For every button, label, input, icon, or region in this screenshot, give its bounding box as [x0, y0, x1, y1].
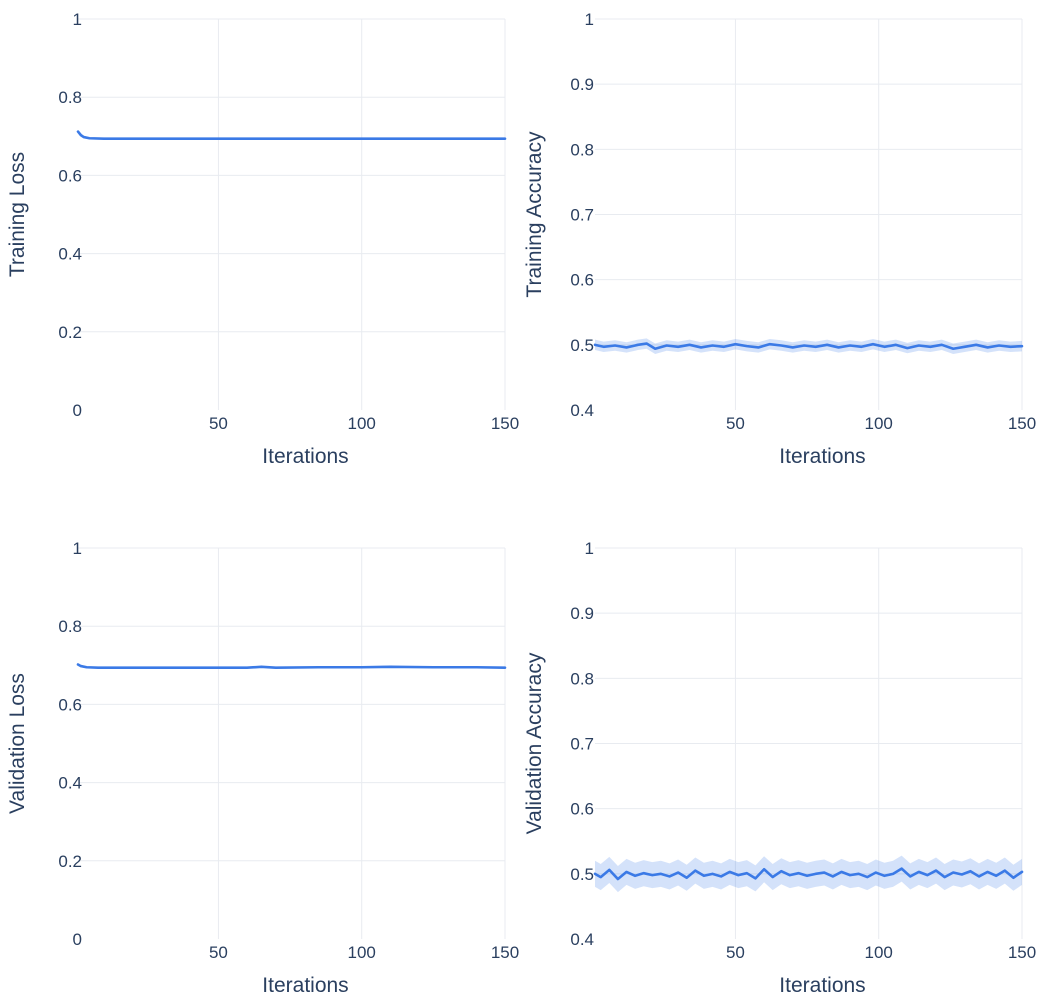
- y-tick-label: 1: [73, 10, 82, 29]
- x-tick-label: 100: [865, 943, 893, 962]
- y-tick-label: 0.7: [570, 735, 594, 754]
- x-tick-label: 150: [491, 943, 519, 962]
- y-tick-label: 0.2: [58, 323, 82, 342]
- y-tick-label: 0.9: [570, 75, 594, 94]
- x-tick-label: 50: [726, 414, 745, 433]
- y-tick-label: 0.2: [58, 852, 82, 871]
- y-tick-label: 0.6: [570, 800, 594, 819]
- y-tick-label: 0.8: [58, 88, 82, 107]
- y-tick-label: 0.5: [570, 865, 594, 884]
- series-line: [76, 130, 507, 140]
- y-tick-label: 0.4: [58, 774, 82, 793]
- x-tick-label: 50: [726, 943, 745, 962]
- x-axis-title: Iterations: [262, 445, 348, 468]
- confidence-band: [595, 855, 1022, 893]
- x-tick-label: 150: [1008, 414, 1036, 433]
- x-tick-label: 100: [865, 414, 893, 433]
- y-tick-label: 0.4: [58, 245, 82, 264]
- y-tick-label: 0.6: [58, 166, 82, 185]
- x-axis-title: Iterations: [779, 974, 865, 997]
- x-tick-label: 150: [491, 414, 519, 433]
- x-tick-label: 50: [209, 943, 228, 962]
- x-tick-label: 50: [209, 414, 228, 433]
- y-tick-label: 0: [73, 401, 82, 420]
- y-axis-title: Validation Loss: [6, 673, 29, 814]
- x-axis-title: Iterations: [262, 974, 348, 997]
- y-tick-label: 1: [585, 10, 594, 29]
- y-tick-label: 0.5: [570, 336, 594, 355]
- series-line: [76, 663, 507, 669]
- y-axis-title: Validation Accuracy: [523, 652, 546, 834]
- x-axis-title: Iterations: [779, 445, 865, 468]
- y-tick-label: 0.8: [570, 669, 594, 688]
- y-axis-title: Training Loss: [6, 152, 29, 277]
- y-tick-label: 1: [585, 539, 594, 558]
- series-line: [593, 867, 1024, 881]
- y-tick-label: 0.6: [570, 271, 594, 290]
- y-tick-label: 0.9: [570, 604, 594, 623]
- y-tick-label: 0.4: [570, 930, 594, 949]
- y-axis-title: Training Accuracy: [523, 131, 546, 298]
- y-tick-label: 0.6: [58, 695, 82, 714]
- y-tick-label: 0.4: [570, 401, 594, 420]
- y-tick-label: 0.8: [570, 140, 594, 159]
- series-line: [593, 342, 1024, 351]
- y-tick-label: 0.8: [58, 617, 82, 636]
- y-tick-label: 1: [73, 539, 82, 558]
- x-tick-label: 150: [1008, 943, 1036, 962]
- y-tick-label: 0: [73, 930, 82, 949]
- x-tick-label: 100: [348, 943, 376, 962]
- x-tick-label: 100: [348, 414, 376, 433]
- y-tick-label: 0.7: [570, 206, 594, 225]
